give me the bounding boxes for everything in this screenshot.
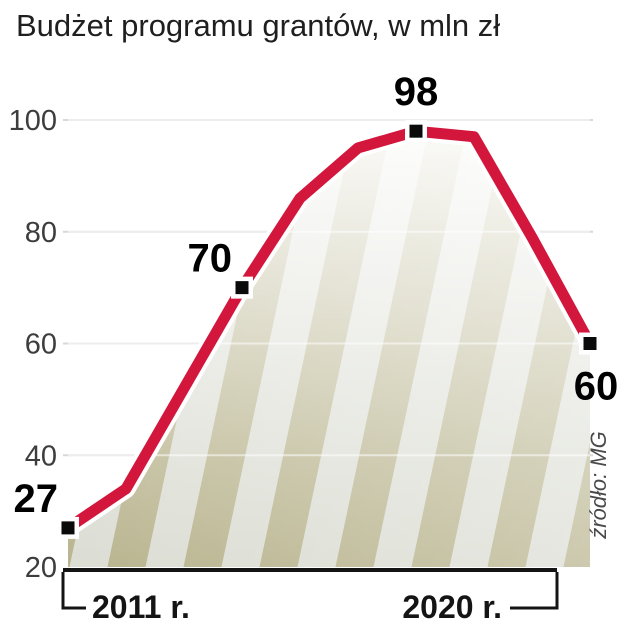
y-tick-label: 100 <box>9 105 57 137</box>
y-tick-label: 60 <box>25 329 57 361</box>
axis-bracket-right <box>510 572 559 610</box>
budget-line <box>62 125 596 534</box>
source-credit: źródło: MG <box>586 431 611 540</box>
point-value-label: 27 <box>14 477 59 521</box>
point-value-label: 60 <box>574 365 619 409</box>
point-value-label: 70 <box>188 237 233 281</box>
x-axis-label-end: 2020 r. <box>402 589 502 625</box>
area-fade-right <box>68 131 590 568</box>
x-axis-label-start: 2011 r. <box>92 589 190 625</box>
data-point-marker <box>409 124 423 138</box>
y-tick-label: 80 <box>25 217 57 249</box>
point-value-label: 98 <box>394 70 439 114</box>
data-point-marker <box>235 281 249 295</box>
data-point-marker <box>583 337 597 350</box>
data-point-marker <box>61 521 75 535</box>
chart-title: Budżet programu grantów, w mln zł <box>16 8 500 43</box>
axis-bracket-left <box>61 572 86 610</box>
y-tick-label: 40 <box>25 440 57 472</box>
y-tick-label: 20 <box>25 552 57 584</box>
